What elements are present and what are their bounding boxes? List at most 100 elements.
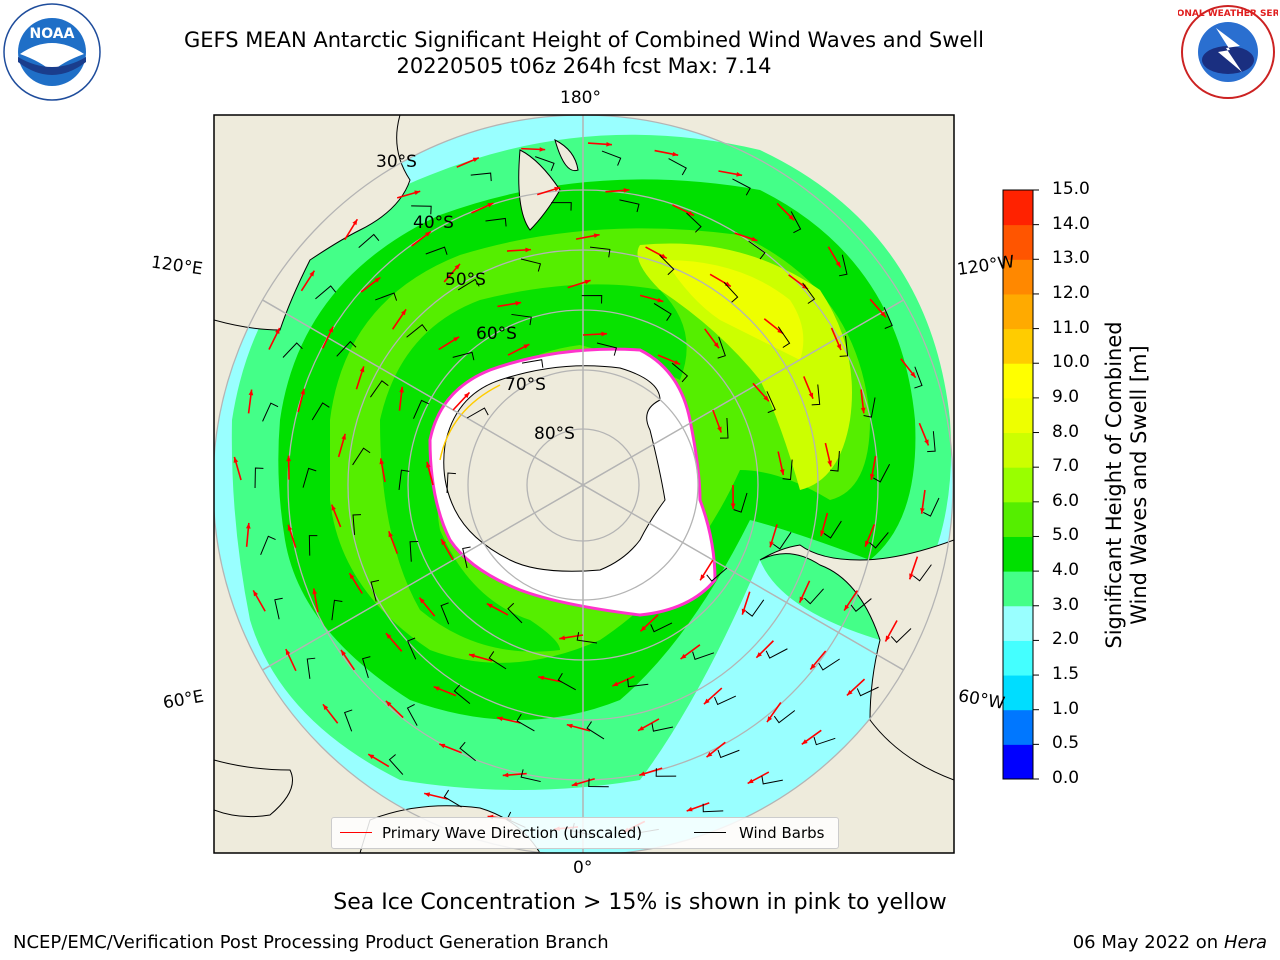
colorbar-tick-label: 9.0 bbox=[1052, 386, 1080, 407]
wave-arrow-head bbox=[246, 522, 251, 529]
wave-arrow-head bbox=[639, 771, 646, 776]
wave-arrow-head bbox=[386, 633, 392, 639]
wind-barb bbox=[923, 497, 940, 517]
ocean-band bbox=[637, 243, 852, 490]
wind-barb bbox=[761, 775, 783, 785]
map-frame bbox=[213, 114, 955, 854]
wave-arrow-head bbox=[623, 188, 630, 193]
colorbar-swatch bbox=[1003, 363, 1033, 399]
wind-barb bbox=[262, 402, 279, 422]
wave-arrow-head bbox=[703, 698, 710, 705]
wave-arrow-head bbox=[846, 689, 853, 696]
wind-barb bbox=[773, 532, 792, 550]
wind-barb bbox=[732, 178, 751, 196]
wave-arrow-head bbox=[309, 270, 315, 277]
colorbar-tick-label: 10.0 bbox=[1052, 352, 1090, 373]
wind-barb bbox=[668, 158, 687, 176]
wave-arrow-head bbox=[312, 588, 318, 595]
wave-arrow-head bbox=[836, 344, 841, 351]
wind-barb bbox=[521, 359, 544, 368]
sea-ice-note: Sea Ice Concentration > 15% is shown in … bbox=[333, 890, 947, 915]
colorbar-swatch bbox=[1003, 397, 1033, 434]
wave-arrow-head bbox=[352, 219, 358, 226]
footer-date-text: 06 May 2022 on bbox=[1072, 932, 1219, 953]
wind-barb bbox=[440, 602, 450, 625]
wind-barb bbox=[446, 472, 456, 494]
wave-arrow-head bbox=[799, 596, 805, 603]
lon-label-0: 0° bbox=[573, 858, 593, 878]
footer-credit: NCEP/EMC/Verification Post Processing Pr… bbox=[13, 932, 609, 953]
wave-arrow-head bbox=[359, 366, 365, 373]
graticule bbox=[214, 115, 954, 853]
wind-barb bbox=[829, 451, 840, 472]
wave-arrow-head bbox=[880, 311, 886, 318]
wind-barb bbox=[308, 535, 318, 556]
wave-arrow-head bbox=[810, 663, 816, 670]
wind-barb bbox=[516, 713, 535, 732]
wind-barb bbox=[790, 211, 802, 234]
colorbar-label-line2: Wind Waves and Swell [m] bbox=[1127, 345, 1151, 625]
colorbar-swatch bbox=[1003, 328, 1033, 364]
wind-barb bbox=[650, 622, 673, 633]
wave-arrow-head bbox=[638, 725, 645, 731]
wave-arrow-head bbox=[801, 739, 808, 745]
colorbar-swatch bbox=[1003, 709, 1033, 745]
wave-arrow-head bbox=[539, 147, 546, 152]
colorbar-tick-label: 2.0 bbox=[1052, 629, 1080, 650]
wind-barb bbox=[315, 285, 337, 300]
wind-barb bbox=[588, 778, 609, 788]
meridian-line bbox=[262, 299, 584, 486]
lat-label-70s: 70°S bbox=[505, 375, 546, 395]
colorbar-swatch bbox=[1003, 501, 1033, 537]
wave-arrow-head bbox=[374, 277, 381, 283]
wave-arrow-head bbox=[730, 503, 736, 509]
wave-arrow-head bbox=[554, 186, 561, 192]
colorbar-swatch bbox=[1003, 224, 1033, 260]
south-america-land bbox=[759, 539, 954, 781]
nws-logo-text: NATIONAL WEATHER SERVICE bbox=[1178, 9, 1278, 19]
wave-arrow-head bbox=[285, 649, 291, 656]
wave-arrow-head bbox=[426, 461, 431, 468]
wave-arrow-head bbox=[657, 297, 664, 303]
wind-barb bbox=[470, 172, 492, 182]
wind-barb bbox=[813, 736, 836, 746]
wind-barb bbox=[914, 366, 923, 389]
wave-arrow-head bbox=[779, 469, 785, 476]
wave-arrow-head bbox=[747, 778, 754, 784]
wind-barb bbox=[406, 324, 428, 338]
wind-barb bbox=[411, 205, 432, 215]
wave-arrow-head bbox=[909, 573, 914, 580]
colorbar bbox=[1002, 189, 1039, 780]
wave-arrow-head bbox=[486, 603, 493, 609]
wave-arrow-head bbox=[766, 716, 773, 723]
wind-barb bbox=[452, 351, 475, 361]
lat-label-30s: 30°S bbox=[376, 152, 417, 172]
wave-arrow-head bbox=[538, 675, 545, 681]
wind-barb bbox=[358, 233, 380, 249]
legend-primary-label: Primary Wave Direction (unscaled) bbox=[382, 824, 643, 842]
colorbar-label: Significant Height of Combined Wind Wave… bbox=[1102, 285, 1152, 685]
wind-barb bbox=[557, 672, 576, 691]
wind-barb bbox=[535, 156, 555, 171]
wind-barb bbox=[717, 336, 726, 359]
map-legend: Primary Wave Direction (unscaled) Wind B… bbox=[331, 817, 839, 849]
wind-barb bbox=[653, 302, 672, 321]
wave-arrow-head bbox=[414, 190, 421, 196]
meridian-line bbox=[582, 484, 904, 671]
wave-arrow-head bbox=[419, 597, 425, 604]
wind-barb bbox=[331, 599, 343, 621]
wave-arrow-head bbox=[756, 652, 762, 658]
wave-arrow-head bbox=[275, 328, 280, 334]
wave-arrow-head bbox=[924, 439, 929, 446]
wave-arrow-head bbox=[751, 236, 758, 242]
wave-arrow-head bbox=[674, 360, 681, 365]
footer-date: 06 May 2022 on Hera bbox=[1073, 932, 1267, 953]
wind-barb bbox=[804, 588, 824, 605]
wave-arrow-head bbox=[349, 573, 355, 580]
wind-barb bbox=[717, 749, 740, 759]
wave-arrow-head bbox=[612, 681, 619, 687]
new-zealand-land bbox=[518, 149, 561, 231]
wave-arrow-head bbox=[869, 473, 875, 480]
wind-barb bbox=[457, 278, 480, 291]
